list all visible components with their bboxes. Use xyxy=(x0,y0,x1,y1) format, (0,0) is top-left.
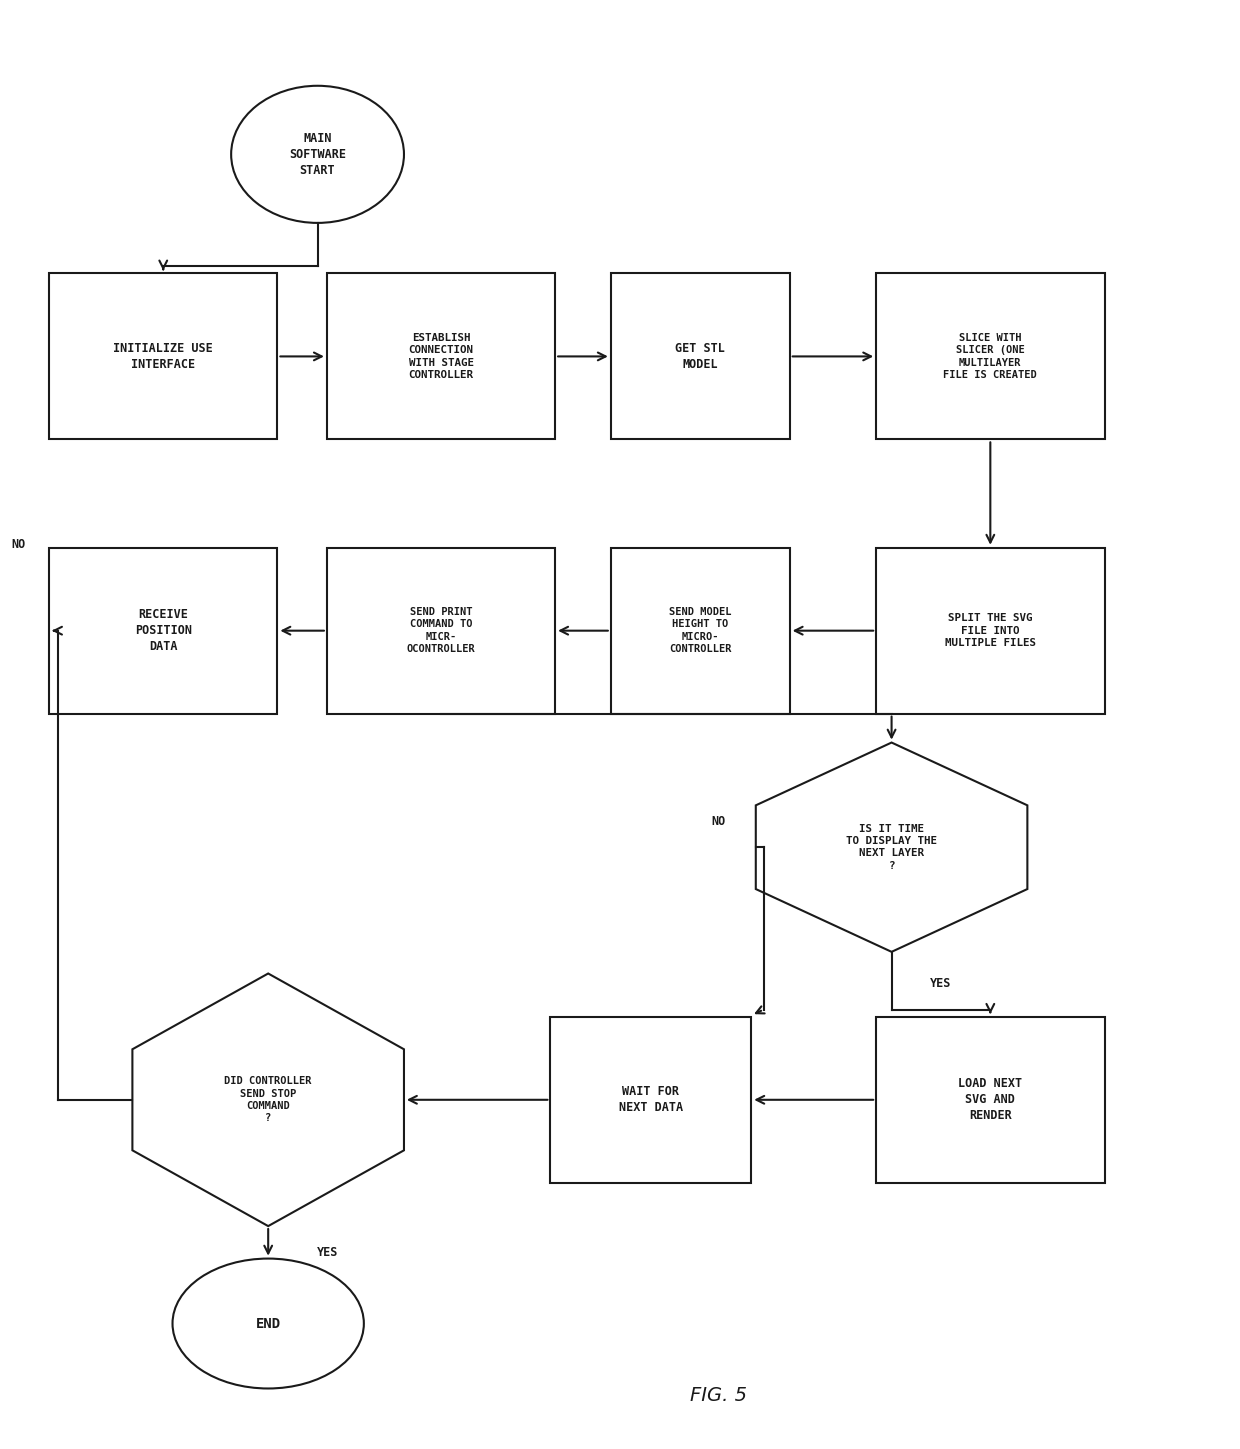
FancyBboxPatch shape xyxy=(327,548,556,714)
FancyBboxPatch shape xyxy=(877,1017,1105,1182)
Text: GET STL
MODEL: GET STL MODEL xyxy=(676,342,725,371)
Text: WAIT FOR
NEXT DATA: WAIT FOR NEXT DATA xyxy=(619,1085,683,1114)
Text: SLICE WITH
SLICER (ONE
MULTILAYER
FILE IS CREATED: SLICE WITH SLICER (ONE MULTILAYER FILE I… xyxy=(944,333,1037,380)
Text: FIG. 5: FIG. 5 xyxy=(691,1387,748,1406)
Text: SEND MODEL
HEIGHT TO
MICRO-
CONTROLLER: SEND MODEL HEIGHT TO MICRO- CONTROLLER xyxy=(670,607,732,655)
Text: NO: NO xyxy=(11,538,26,551)
Text: INITIALIZE USE
INTERFACE: INITIALIZE USE INTERFACE xyxy=(113,342,213,371)
Ellipse shape xyxy=(231,85,404,223)
FancyBboxPatch shape xyxy=(50,548,278,714)
FancyBboxPatch shape xyxy=(50,274,278,439)
FancyBboxPatch shape xyxy=(327,274,556,439)
Text: MAIN
SOFTWARE
START: MAIN SOFTWARE START xyxy=(289,132,346,177)
Text: YES: YES xyxy=(930,977,951,990)
Polygon shape xyxy=(756,742,1028,952)
FancyBboxPatch shape xyxy=(611,274,790,439)
Text: YES: YES xyxy=(316,1246,339,1259)
Text: END: END xyxy=(255,1317,280,1330)
Text: DID CONTROLLER
SEND STOP
COMMAND
?: DID CONTROLLER SEND STOP COMMAND ? xyxy=(224,1077,312,1123)
FancyBboxPatch shape xyxy=(877,274,1105,439)
FancyBboxPatch shape xyxy=(611,548,790,714)
Text: ESTABLISH
CONNECTION
WITH STAGE
CONTROLLER: ESTABLISH CONNECTION WITH STAGE CONTROLL… xyxy=(408,333,474,380)
Text: SEND PRINT
COMMAND TO
MICR-
OCONTROLLER: SEND PRINT COMMAND TO MICR- OCONTROLLER xyxy=(407,607,475,655)
Text: NO: NO xyxy=(712,814,725,827)
Text: LOAD NEXT
SVG AND
RENDER: LOAD NEXT SVG AND RENDER xyxy=(959,1077,1023,1123)
FancyBboxPatch shape xyxy=(877,548,1105,714)
Text: SPLIT THE SVG
FILE INTO
MULTIPLE FILES: SPLIT THE SVG FILE INTO MULTIPLE FILES xyxy=(945,613,1035,648)
Ellipse shape xyxy=(172,1259,363,1388)
Text: RECEIVE
POSITION
DATA: RECEIVE POSITION DATA xyxy=(135,609,192,653)
Polygon shape xyxy=(133,974,404,1226)
Text: IS IT TIME
TO DISPLAY THE
NEXT LAYER
?: IS IT TIME TO DISPLAY THE NEXT LAYER ? xyxy=(846,823,937,871)
FancyBboxPatch shape xyxy=(551,1017,751,1182)
